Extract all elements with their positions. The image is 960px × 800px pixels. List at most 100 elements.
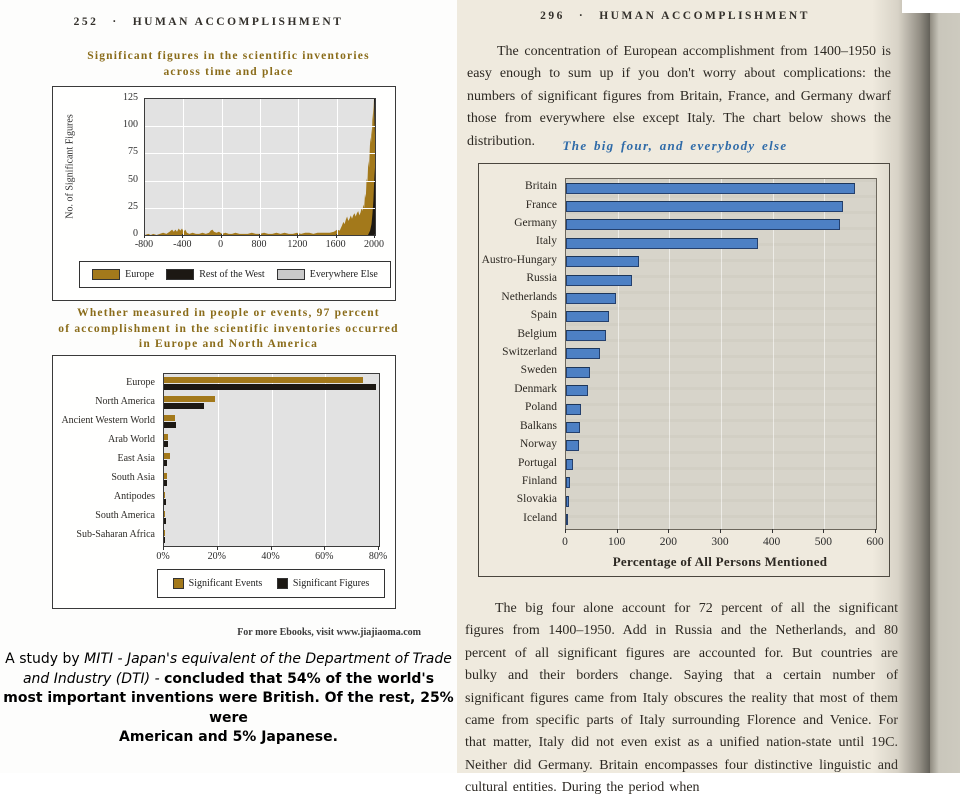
country-bar — [566, 311, 610, 323]
category-label: Italy — [535, 235, 557, 248]
book-title: HUMAN ACCOMPLISHMENT — [599, 10, 810, 22]
category-label: Sweden — [520, 364, 557, 377]
category-label: Spain — [530, 309, 557, 322]
bar-significant-figures — [164, 441, 169, 448]
gridline — [336, 99, 338, 235]
gridline — [669, 179, 671, 529]
chart2-x-tickmarks — [163, 546, 379, 551]
category-label: Austro-Hungary — [481, 253, 557, 266]
bar-significant-figures — [164, 517, 167, 524]
country-bar — [566, 274, 633, 286]
country-bar — [566, 200, 844, 212]
x-tick-label: 80% — [368, 551, 388, 562]
area-series-polygon — [368, 167, 375, 235]
chart2-plot-area — [163, 373, 380, 547]
bar-significant-figures — [164, 384, 377, 390]
x-tick-label: 2000 — [364, 239, 384, 250]
legend-swatch — [166, 269, 195, 280]
category-label: North America — [95, 395, 155, 407]
bar-significant-events — [164, 453, 170, 460]
legend-swatch — [276, 578, 288, 589]
category-label: Finland — [521, 474, 557, 487]
gridline — [772, 179, 774, 529]
chart1-title-line2: across time and place — [163, 66, 294, 78]
chart3-x-tickmarks — [565, 529, 876, 534]
category-label: Ancient Western World — [61, 414, 155, 426]
legend-entry: Rest of the West — [166, 269, 265, 280]
legend-label: Europe — [125, 269, 155, 280]
page-number: 252 — [73, 16, 99, 28]
legend-swatch — [92, 269, 121, 280]
book-spine-shadow — [872, 0, 930, 773]
country-bar — [566, 458, 574, 470]
category-label: Slovakia — [516, 493, 557, 506]
chart1-y-ticks: 0 25 50 75 100 125 — [109, 92, 141, 239]
miti-note-line2: and Industry (DTI) - concluded that 54% … — [22, 670, 435, 687]
y-tick-label: 0 — [133, 228, 138, 239]
x-tick-mark — [823, 529, 825, 533]
x-tick-label: 1600 — [325, 239, 346, 250]
chart2-title-line1: Whether measured in people or events, 97… — [77, 307, 380, 319]
legend-swatch — [276, 269, 305, 280]
bar-significant-events — [164, 396, 216, 403]
bar-significant-figures — [164, 479, 167, 486]
gridline — [721, 179, 722, 529]
country-bar — [566, 219, 841, 231]
country-bar — [566, 440, 579, 452]
paragraph-concentration: The concentration of European accomplish… — [467, 44, 891, 149]
bar-significant-figures — [164, 422, 177, 429]
category-label: Poland — [525, 401, 557, 414]
chart2-box: Europe North America Ancient Western World… — [52, 355, 396, 609]
x-tick-label: 200 — [659, 536, 677, 548]
country-bar — [566, 366, 590, 378]
page-number: 296 — [540, 10, 565, 22]
legend-entry: Everywhere Else — [276, 269, 378, 280]
chart2-title: Whether measured in people or events, 97… — [0, 306, 457, 353]
x-tick-mark — [720, 529, 721, 533]
chart2-title-line2: of accomplishment in the scientific inve… — [58, 322, 399, 335]
miti-study-note: A study by MITI - Japan's equivalent of … — [0, 650, 457, 748]
country-bar — [566, 293, 617, 305]
header-separator: · — [112, 16, 119, 28]
category-label: Antipodes — [113, 491, 155, 503]
chart2-category-labels: Europe North America Ancient Western World… — [53, 373, 159, 545]
x-tick-label: 0 — [218, 239, 224, 250]
legend-label: Rest of the West — [199, 269, 265, 280]
x-tick-label: 20% — [207, 551, 226, 562]
legend-label: Significant Events — [188, 578, 263, 589]
book-title: HUMAN ACCOMPLISHMENT — [132, 16, 344, 28]
x-tick-mark — [216, 546, 218, 550]
x-tick-label: 1200 — [287, 239, 308, 250]
chart3-x-axis-label: Percentage of All Persons Mentioned — [612, 554, 828, 569]
left-page-header: 252 · HUMAN ACCOMPLISHMENT — [0, 16, 437, 28]
x-tick-mark — [297, 234, 299, 238]
x-tick-mark — [220, 234, 222, 238]
x-tick-mark — [324, 546, 326, 550]
category-label: East Asia — [117, 453, 156, 464]
country-bar — [566, 348, 601, 360]
bar-significant-events — [164, 415, 176, 422]
x-tick-label: 300 — [711, 536, 729, 548]
bar-significant-events — [164, 377, 363, 383]
category-label: Arab World — [107, 433, 155, 445]
x-tick-mark — [771, 529, 773, 533]
bar-significant-figures — [164, 403, 205, 410]
miti-note-line3: most important inventions were British. … — [3, 690, 454, 706]
category-label: Europe — [126, 376, 155, 388]
legend-entry: Significant Figures — [276, 578, 369, 589]
gridline — [221, 99, 223, 235]
page-edge-strip — [930, 0, 960, 773]
category-label: Netherlands — [501, 290, 557, 303]
x-tick-label: 0% — [156, 551, 170, 562]
bar-significant-figures — [164, 498, 167, 505]
x-tick-mark — [378, 546, 379, 550]
x-tick-label: 800 — [251, 239, 267, 250]
x-tick-label: 40% — [261, 551, 280, 562]
category-label: Switzerland — [502, 346, 557, 358]
chart1-box: 0 25 50 75 100 125 No. of Significant Figures… — [52, 86, 396, 301]
legend-swatch — [172, 578, 184, 589]
x-tick-mark — [182, 234, 184, 238]
header-separator: · — [578, 10, 586, 22]
category-label: Russia — [526, 272, 557, 285]
x-tick-mark — [374, 234, 375, 238]
